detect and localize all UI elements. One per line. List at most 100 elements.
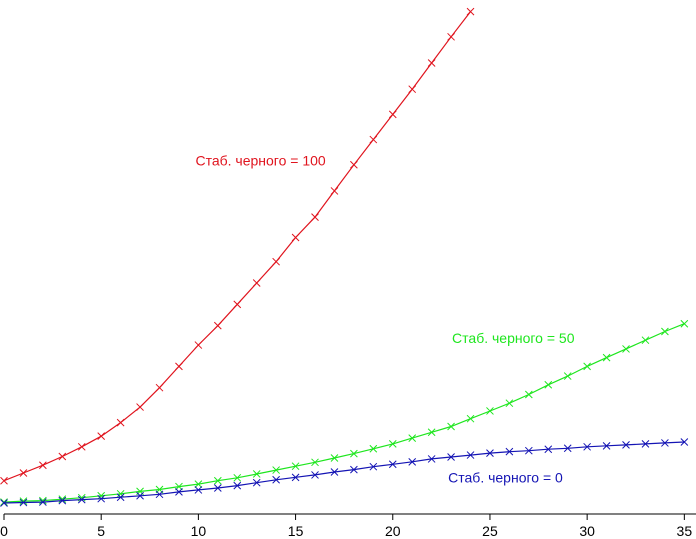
data-point	[116, 489, 125, 498]
series-group	[0, 7, 689, 507]
data-point	[291, 462, 300, 471]
data-point	[175, 362, 183, 371]
data-point	[427, 59, 436, 67]
series-label: Стаб. черного = 50	[452, 330, 575, 346]
data-point	[58, 496, 67, 505]
data-point	[330, 468, 339, 476]
data-point	[39, 496, 47, 505]
data-point	[524, 390, 533, 399]
data-point	[213, 321, 222, 330]
data-point	[408, 434, 417, 442]
data-point	[155, 383, 164, 392]
data-point	[466, 7, 475, 16]
data-point	[252, 478, 261, 487]
data-point	[19, 498, 28, 507]
data-point	[77, 495, 86, 504]
x-tick-label: 5	[97, 523, 105, 539]
x-tick-label: 0	[0, 523, 8, 539]
x-tick-label: 25	[482, 523, 498, 539]
data-point	[408, 85, 417, 94]
data-point	[583, 362, 591, 371]
data-point	[213, 484, 222, 492]
data-point	[447, 32, 455, 41]
data-point	[136, 403, 144, 411]
data-point	[330, 187, 339, 195]
data-point	[213, 476, 222, 485]
data-point	[19, 497, 28, 505]
data-point	[58, 495, 67, 504]
data-point	[563, 444, 572, 453]
x-tick-label: 30	[579, 523, 595, 539]
data-point	[0, 476, 8, 485]
data-point	[369, 462, 378, 471]
data-point	[330, 454, 339, 462]
data-point	[369, 135, 378, 144]
data-point	[544, 445, 553, 454]
data-point	[116, 418, 125, 427]
data-point	[233, 300, 242, 309]
series-labels: Стаб. черного = 100 Стаб. черного = 50 Ста…	[195, 153, 574, 486]
data-point	[272, 257, 280, 266]
data-point	[272, 475, 280, 484]
data-point	[39, 498, 47, 506]
data-point	[116, 493, 125, 502]
data-point	[622, 345, 630, 353]
x-tick-label: 35	[677, 523, 693, 539]
data-point	[350, 465, 358, 474]
data-point	[427, 455, 436, 463]
data-point	[641, 440, 650, 448]
data-point	[291, 473, 300, 482]
data-point	[524, 446, 533, 455]
x-axis-ticks: 0 5 10 15 20 25 30 35	[0, 514, 692, 539]
data-point	[311, 471, 319, 479]
data-point	[233, 473, 242, 482]
data-point	[369, 444, 378, 453]
data-point	[563, 372, 572, 380]
data-point	[136, 491, 144, 500]
data-point	[388, 110, 397, 119]
series-line	[3, 441, 685, 504]
data-point	[311, 213, 319, 221]
data-point	[272, 466, 280, 474]
data-point	[97, 432, 106, 441]
series-label: Стаб. черного = 100	[195, 153, 325, 169]
data-point	[19, 469, 28, 477]
data-point	[680, 438, 689, 446]
data-point	[641, 336, 650, 345]
series-line	[3, 11, 471, 482]
data-point	[466, 451, 475, 459]
data-point	[622, 441, 630, 449]
data-point	[388, 460, 397, 469]
data-point	[291, 233, 300, 242]
data-point	[427, 428, 436, 437]
x-tick-label: 15	[288, 523, 304, 539]
data-point	[175, 488, 183, 496]
series-label: Стаб. черного = 0	[448, 470, 563, 486]
data-point	[544, 380, 553, 389]
data-point	[39, 461, 47, 470]
data-point	[252, 279, 261, 287]
data-point	[0, 499, 8, 507]
data-point	[466, 414, 475, 423]
data-point	[602, 353, 611, 362]
data-point	[155, 490, 164, 499]
data-point	[583, 442, 591, 451]
data-point	[58, 452, 67, 461]
data-point	[505, 399, 514, 408]
data-point	[194, 480, 203, 488]
data-point	[505, 447, 514, 456]
data-point	[97, 494, 106, 503]
data-point	[233, 481, 242, 490]
data-point	[311, 458, 319, 467]
data-point	[680, 319, 689, 328]
data-point	[661, 327, 669, 336]
x-tick-label: 10	[191, 523, 207, 539]
data-point	[388, 440, 397, 448]
data-point	[447, 422, 455, 431]
data-point	[408, 457, 417, 466]
data-point	[77, 442, 86, 451]
series-line	[3, 323, 685, 503]
data-point	[0, 498, 8, 506]
data-point	[194, 341, 203, 349]
